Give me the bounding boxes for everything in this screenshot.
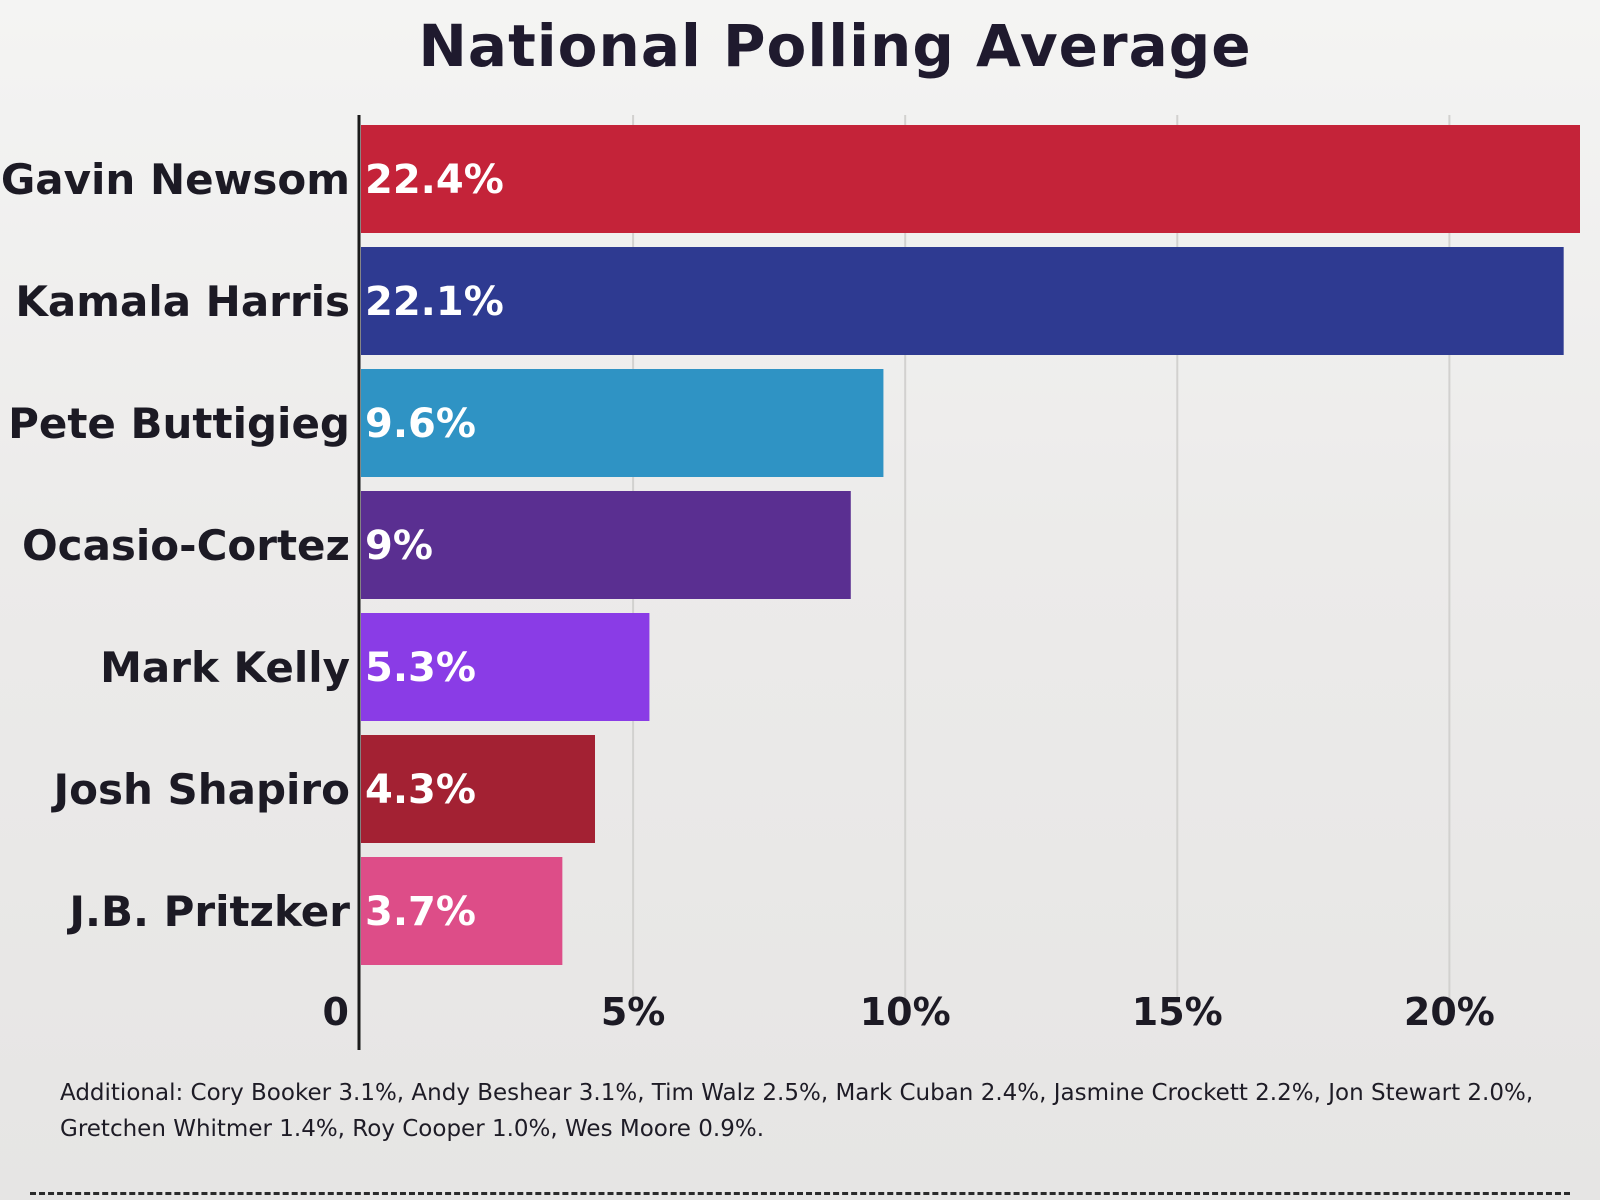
x-tick-label-5: 5% (601, 990, 666, 1034)
bottom-divider (30, 1192, 1570, 1195)
value-label-j-b-pritzker: 3.7% (365, 889, 476, 935)
category-label-ocasio-cortez: Ocasio-Cortez (22, 521, 350, 570)
x-tick-label-10: 10% (860, 990, 951, 1034)
bar-gavin-newsom (361, 125, 1580, 233)
bar-pete-buttigieg (361, 369, 884, 477)
category-label-mark-kelly: Mark Kelly (100, 643, 350, 692)
bar-ocasio-cortez (361, 491, 851, 599)
x-tick-label-15: 15% (1132, 990, 1223, 1034)
chart-title: National Polling Average (418, 12, 1252, 80)
bar-j-b-pritzker (361, 857, 563, 965)
value-label-mark-kelly: 5.3% (365, 645, 476, 691)
x-tick-label-0: 0 (323, 990, 349, 1034)
value-label-pete-buttigieg: 9.6% (365, 401, 476, 447)
value-label-gavin-newsom: 22.4% (365, 157, 504, 203)
value-label-ocasio-cortez: 9% (365, 523, 433, 569)
value-label-josh-shapiro: 4.3% (365, 767, 476, 813)
category-label-josh-shapiro: Josh Shapiro (50, 765, 350, 814)
category-label-gavin-newsom: Gavin Newsom (1, 155, 350, 204)
bar-josh-shapiro (361, 735, 596, 843)
chart-footnote: Additional: Cory Booker 3.1%, Andy Beshe… (60, 1080, 1534, 1142)
bar-mark-kelly (361, 613, 650, 721)
x-tick-label-20: 20% (1404, 990, 1495, 1034)
category-label-pete-buttigieg: Pete Buttigieg (8, 399, 350, 448)
category-label-j-b-pritzker: J.B. Pritzker (66, 887, 350, 936)
bar-kamala-harris (361, 247, 1564, 355)
category-label-kamala-harris: Kamala Harris (15, 277, 350, 326)
value-label-kamala-harris: 22.1% (365, 279, 504, 325)
